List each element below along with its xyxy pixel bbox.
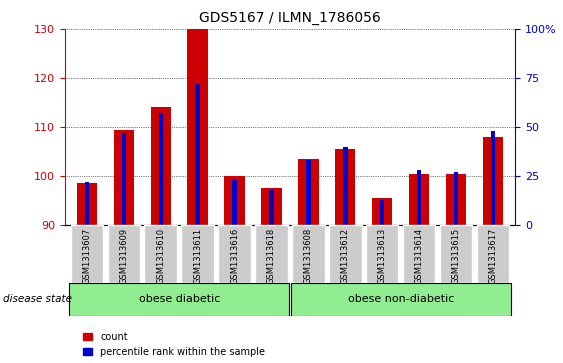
Text: GSM1313609: GSM1313609 bbox=[119, 227, 128, 284]
Bar bbox=[77, 183, 97, 225]
Title: GDS5167 / ILMN_1786056: GDS5167 / ILMN_1786056 bbox=[199, 11, 381, 25]
Bar bbox=[84, 182, 89, 225]
Text: GSM1313612: GSM1313612 bbox=[341, 227, 350, 284]
Text: GSM1313607: GSM1313607 bbox=[82, 227, 91, 284]
Text: obese diabetic: obese diabetic bbox=[138, 294, 220, 305]
Bar bbox=[255, 225, 288, 283]
Bar bbox=[409, 174, 430, 225]
Bar bbox=[491, 131, 495, 225]
Legend: count, percentile rank within the sample: count, percentile rank within the sample bbox=[79, 328, 269, 360]
Text: obese non-diabetic: obese non-diabetic bbox=[347, 294, 454, 305]
Text: GSM1313611: GSM1313611 bbox=[193, 227, 202, 284]
Bar bbox=[335, 149, 355, 225]
Text: GSM1313614: GSM1313614 bbox=[415, 227, 424, 284]
Bar bbox=[366, 225, 399, 283]
Bar bbox=[291, 283, 511, 316]
Bar bbox=[343, 147, 347, 225]
Text: GSM1313608: GSM1313608 bbox=[304, 227, 313, 284]
Bar bbox=[233, 180, 237, 225]
Text: GSM1313616: GSM1313616 bbox=[230, 227, 239, 284]
Bar bbox=[122, 133, 126, 225]
Bar bbox=[225, 176, 245, 225]
Bar bbox=[403, 225, 435, 283]
Bar bbox=[446, 174, 466, 225]
Text: GSM1313610: GSM1313610 bbox=[156, 227, 165, 284]
Bar bbox=[145, 225, 177, 283]
Bar bbox=[159, 113, 163, 225]
Text: disease state: disease state bbox=[3, 294, 72, 305]
Bar bbox=[195, 84, 200, 225]
Bar bbox=[181, 225, 214, 283]
Bar bbox=[477, 225, 510, 283]
Bar bbox=[306, 160, 311, 225]
Bar bbox=[372, 198, 392, 225]
Bar bbox=[150, 107, 171, 225]
Text: GSM1313613: GSM1313613 bbox=[378, 227, 387, 284]
Bar bbox=[218, 225, 251, 283]
Text: GSM1313618: GSM1313618 bbox=[267, 227, 276, 284]
Bar bbox=[440, 225, 472, 283]
Text: GSM1313615: GSM1313615 bbox=[452, 227, 461, 284]
Bar bbox=[292, 225, 325, 283]
Bar bbox=[454, 172, 458, 225]
Bar bbox=[261, 188, 282, 225]
Text: GSM1313617: GSM1313617 bbox=[489, 227, 498, 284]
Bar bbox=[298, 159, 319, 225]
Bar bbox=[269, 190, 274, 225]
Bar bbox=[380, 200, 385, 225]
Bar bbox=[69, 283, 289, 316]
Bar bbox=[108, 225, 140, 283]
Bar bbox=[187, 29, 208, 225]
Bar bbox=[114, 130, 134, 225]
Bar bbox=[483, 137, 503, 225]
Bar bbox=[329, 225, 361, 283]
Bar bbox=[70, 225, 103, 283]
Bar bbox=[417, 170, 421, 225]
